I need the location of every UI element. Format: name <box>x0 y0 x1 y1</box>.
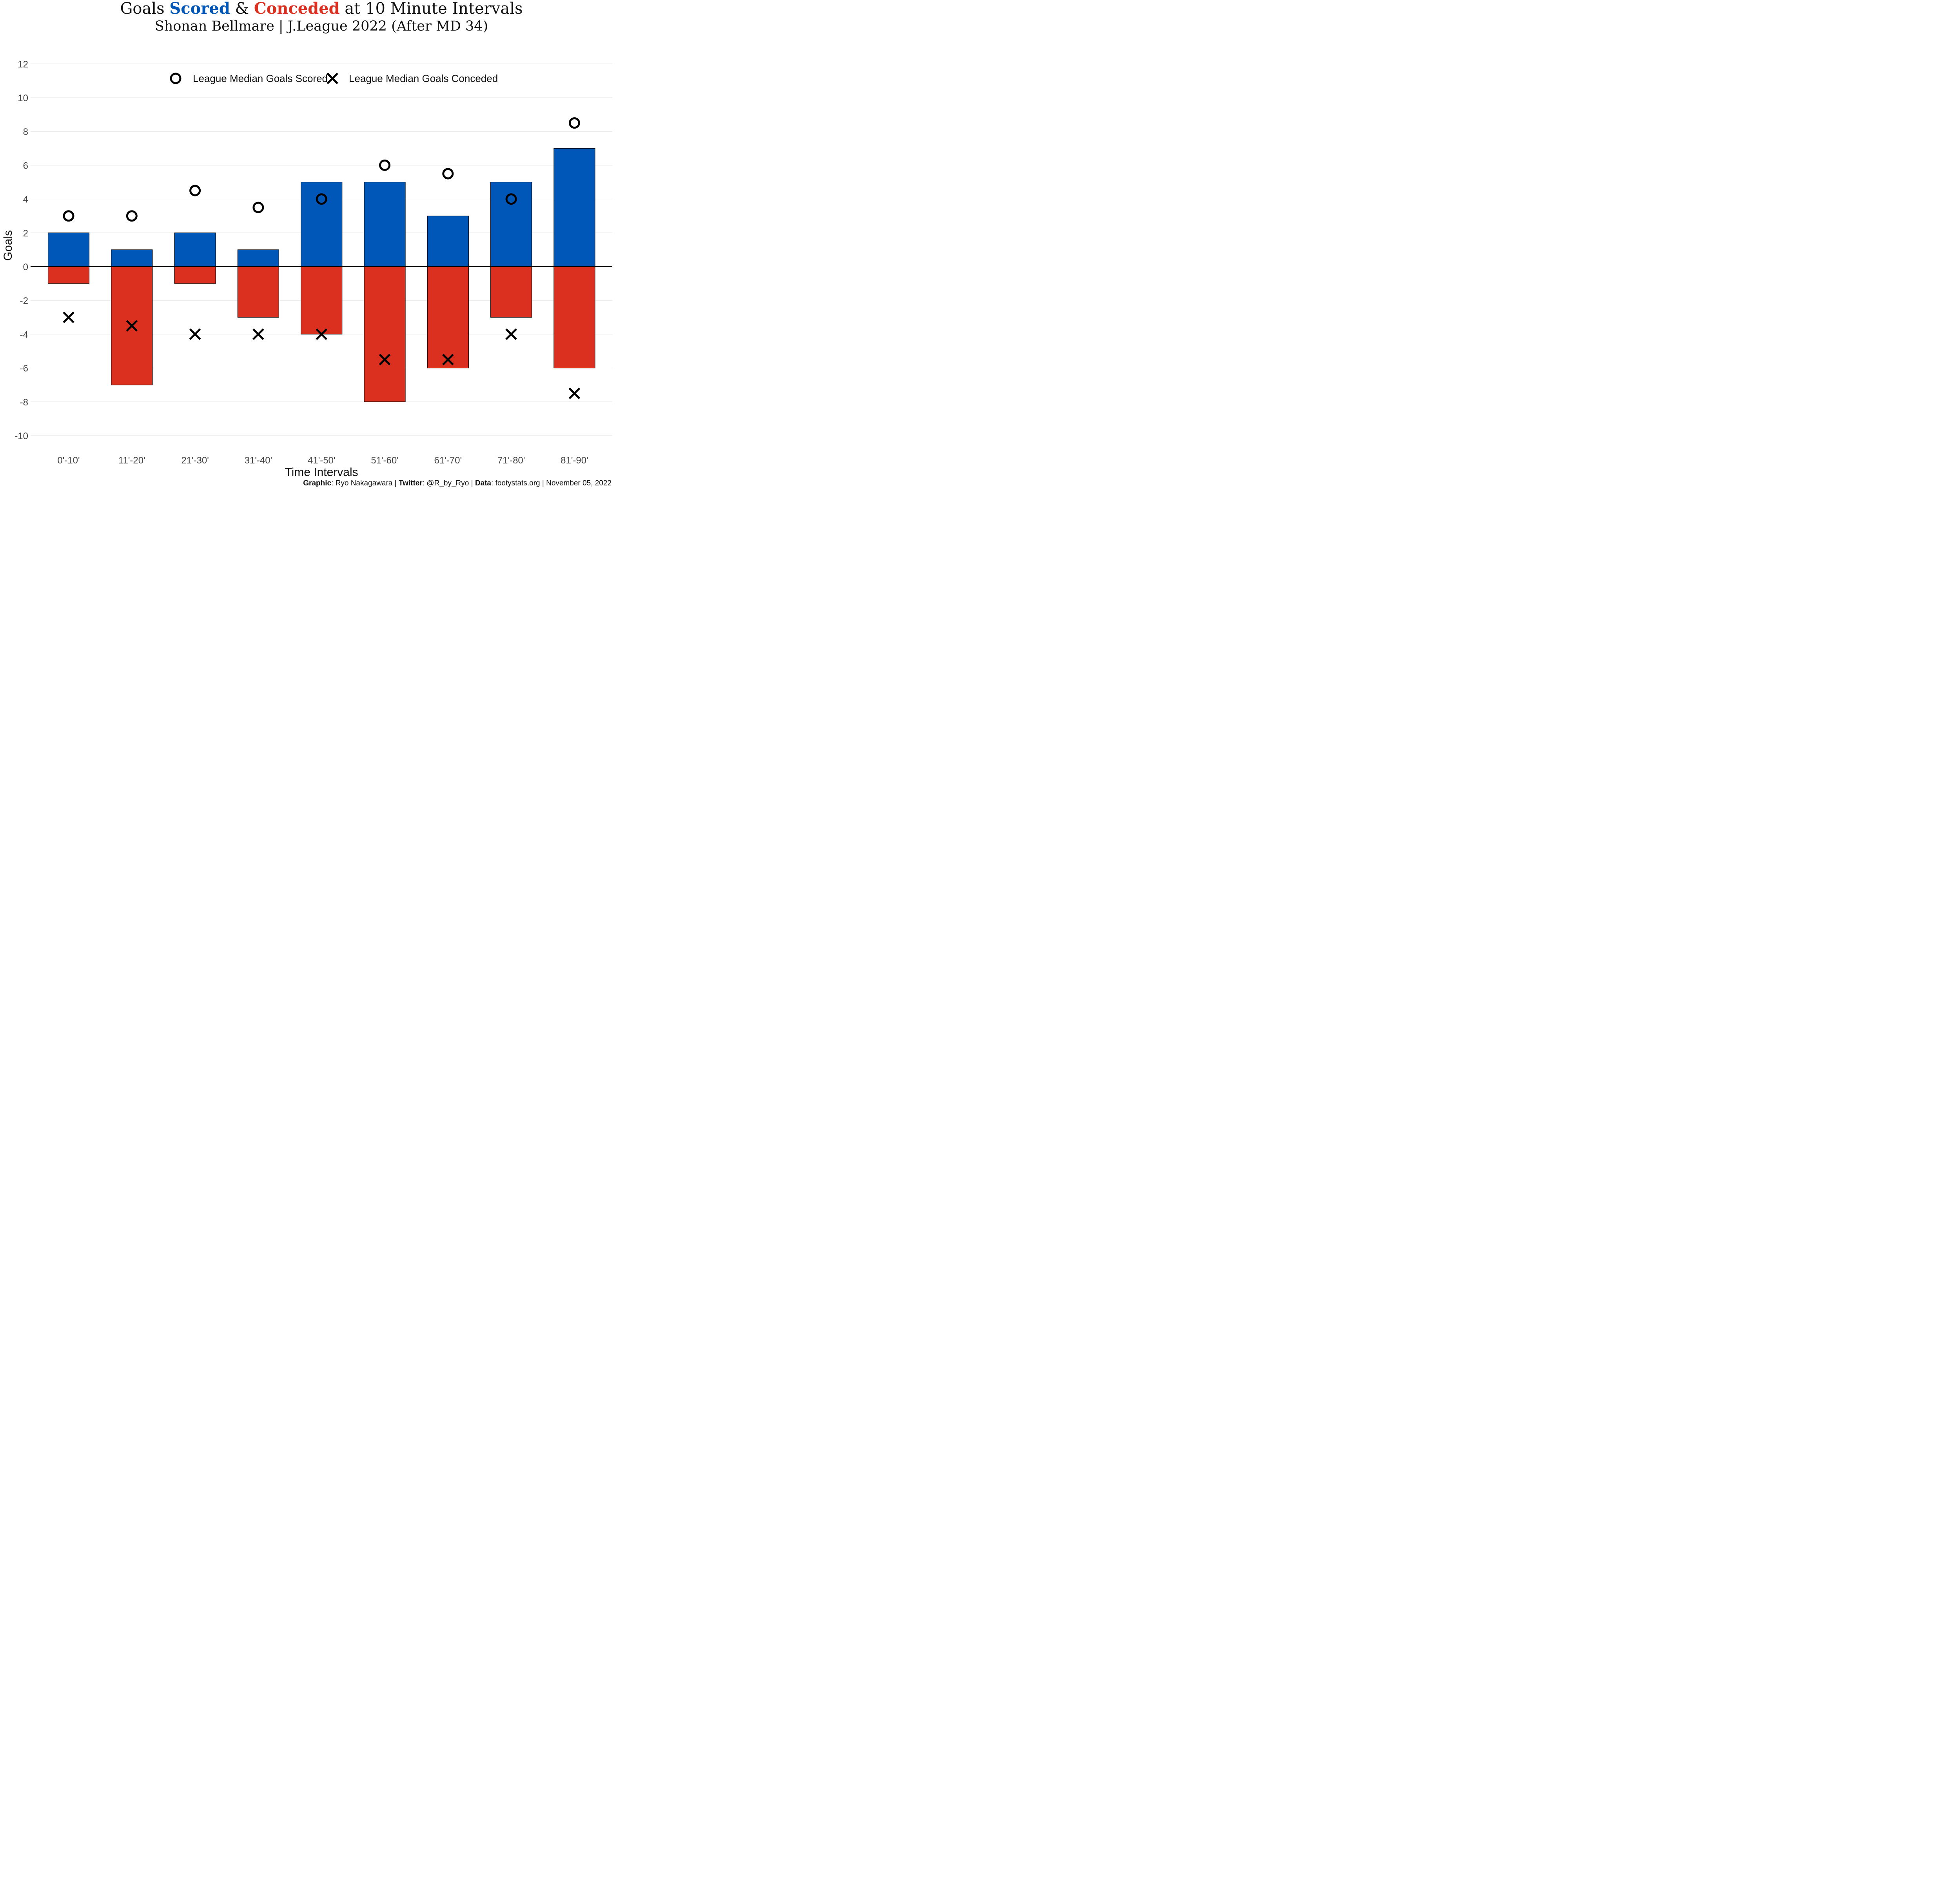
median-conceded-marker <box>505 328 517 340</box>
median-conceded-marker <box>252 328 264 340</box>
median-scored-marker <box>568 117 580 129</box>
caption: Graphic: Ryo Nakagawara | Twitter: @R_by… <box>303 479 612 487</box>
legend-label-median-scored: League Median Goals Scored <box>193 73 328 84</box>
median-scored-marker <box>189 185 201 196</box>
y-tick-label: 4 <box>23 194 28 205</box>
y-tick-label: 12 <box>18 59 28 70</box>
x-tick-label: 31'-40' <box>245 455 272 466</box>
title-conceded-word: Conceded <box>254 0 340 18</box>
median-conceded-marker <box>568 387 581 400</box>
x-tick-label: 11'-20' <box>118 455 145 466</box>
x-tick-label: 41'-50' <box>308 455 336 466</box>
y-tick-labels: -10 -8 -6 -4 -2 0 2 4 6 8 10 12 <box>15 59 28 441</box>
median-conceded-marker <box>63 311 74 323</box>
median-scored-marker <box>442 168 454 180</box>
median-conceded-marker <box>126 320 138 332</box>
bar-scored <box>111 249 153 267</box>
bar-scored <box>364 182 406 267</box>
bar-conceded <box>301 266 343 334</box>
x-tick-label: 51'-60' <box>371 455 399 466</box>
y-tick-label: -4 <box>20 329 28 340</box>
x-tick-label: 81'-90' <box>561 455 588 466</box>
y-tick-label: 10 <box>18 93 28 104</box>
median-scored-marker <box>126 210 138 222</box>
y-tick-label: -6 <box>20 363 28 374</box>
title-scored-word: Scored <box>169 0 230 18</box>
legend-label-median-conceded: League Median Goals Conceded <box>349 73 498 84</box>
median-scored-marker <box>379 159 390 171</box>
y-tick-label: 0 <box>23 262 28 272</box>
bar-scored <box>174 233 216 267</box>
bar-scored <box>237 249 279 267</box>
median-scored-marker <box>316 193 327 205</box>
bar-scored <box>554 148 595 267</box>
bars <box>47 148 595 402</box>
median-conceded-marker <box>189 328 201 340</box>
y-tick-label: -10 <box>15 431 28 441</box>
x-axis-label: Time Intervals <box>285 466 358 479</box>
median-conceded-marker <box>327 73 338 84</box>
median-conceded-marker <box>442 354 454 365</box>
chart-title: Goals Scored & Conceded at 10 Minute Int… <box>120 0 523 18</box>
median-scored-marker <box>252 202 264 213</box>
x-tick-labels: 0'-10' 11'-20' 21'-30' 31'-40' 41'-50' 51'-60… <box>57 455 588 466</box>
y-tick-label: -8 <box>20 397 28 408</box>
y-axis-label: Goals <box>2 230 15 261</box>
bar-scored <box>490 182 532 267</box>
median-scored-marker <box>63 210 74 222</box>
median-scored-marker <box>170 73 181 84</box>
x-tick-label: 71'-80' <box>497 455 525 466</box>
x-tick-label: 21'-30' <box>181 455 209 466</box>
bar-conceded <box>237 266 279 318</box>
bar-conceded <box>490 266 532 318</box>
y-tick-label: 2 <box>23 228 28 239</box>
bar-scored <box>47 233 90 267</box>
bar-conceded <box>47 266 90 284</box>
y-tick-label: 6 <box>23 160 28 171</box>
bar-scored <box>301 182 343 267</box>
bar-conceded <box>427 266 469 369</box>
median-conceded-marker <box>316 328 327 340</box>
chart: -10 -8 -6 -4 -2 0 2 4 6 8 10 12 0'-10' 11'-20' 21'-30… <box>2 59 612 479</box>
bar-conceded <box>554 266 595 369</box>
y-tick-label: 8 <box>23 127 28 137</box>
bar-conceded <box>174 266 216 284</box>
median-conceded-marker <box>379 354 391 365</box>
markers <box>63 117 581 400</box>
y-tick-label: -2 <box>20 296 28 306</box>
bar-conceded <box>364 266 406 402</box>
x-tick-label: 0'-10' <box>57 455 80 466</box>
chart-subtitle: Shonan Bellmare | J.League 2022 (After M… <box>154 18 488 34</box>
median-scored-marker <box>505 193 517 205</box>
bar-scored <box>427 216 469 267</box>
legend: League Median Goals Scored League Median … <box>170 73 498 84</box>
x-tick-label: 61'-70' <box>434 455 462 466</box>
